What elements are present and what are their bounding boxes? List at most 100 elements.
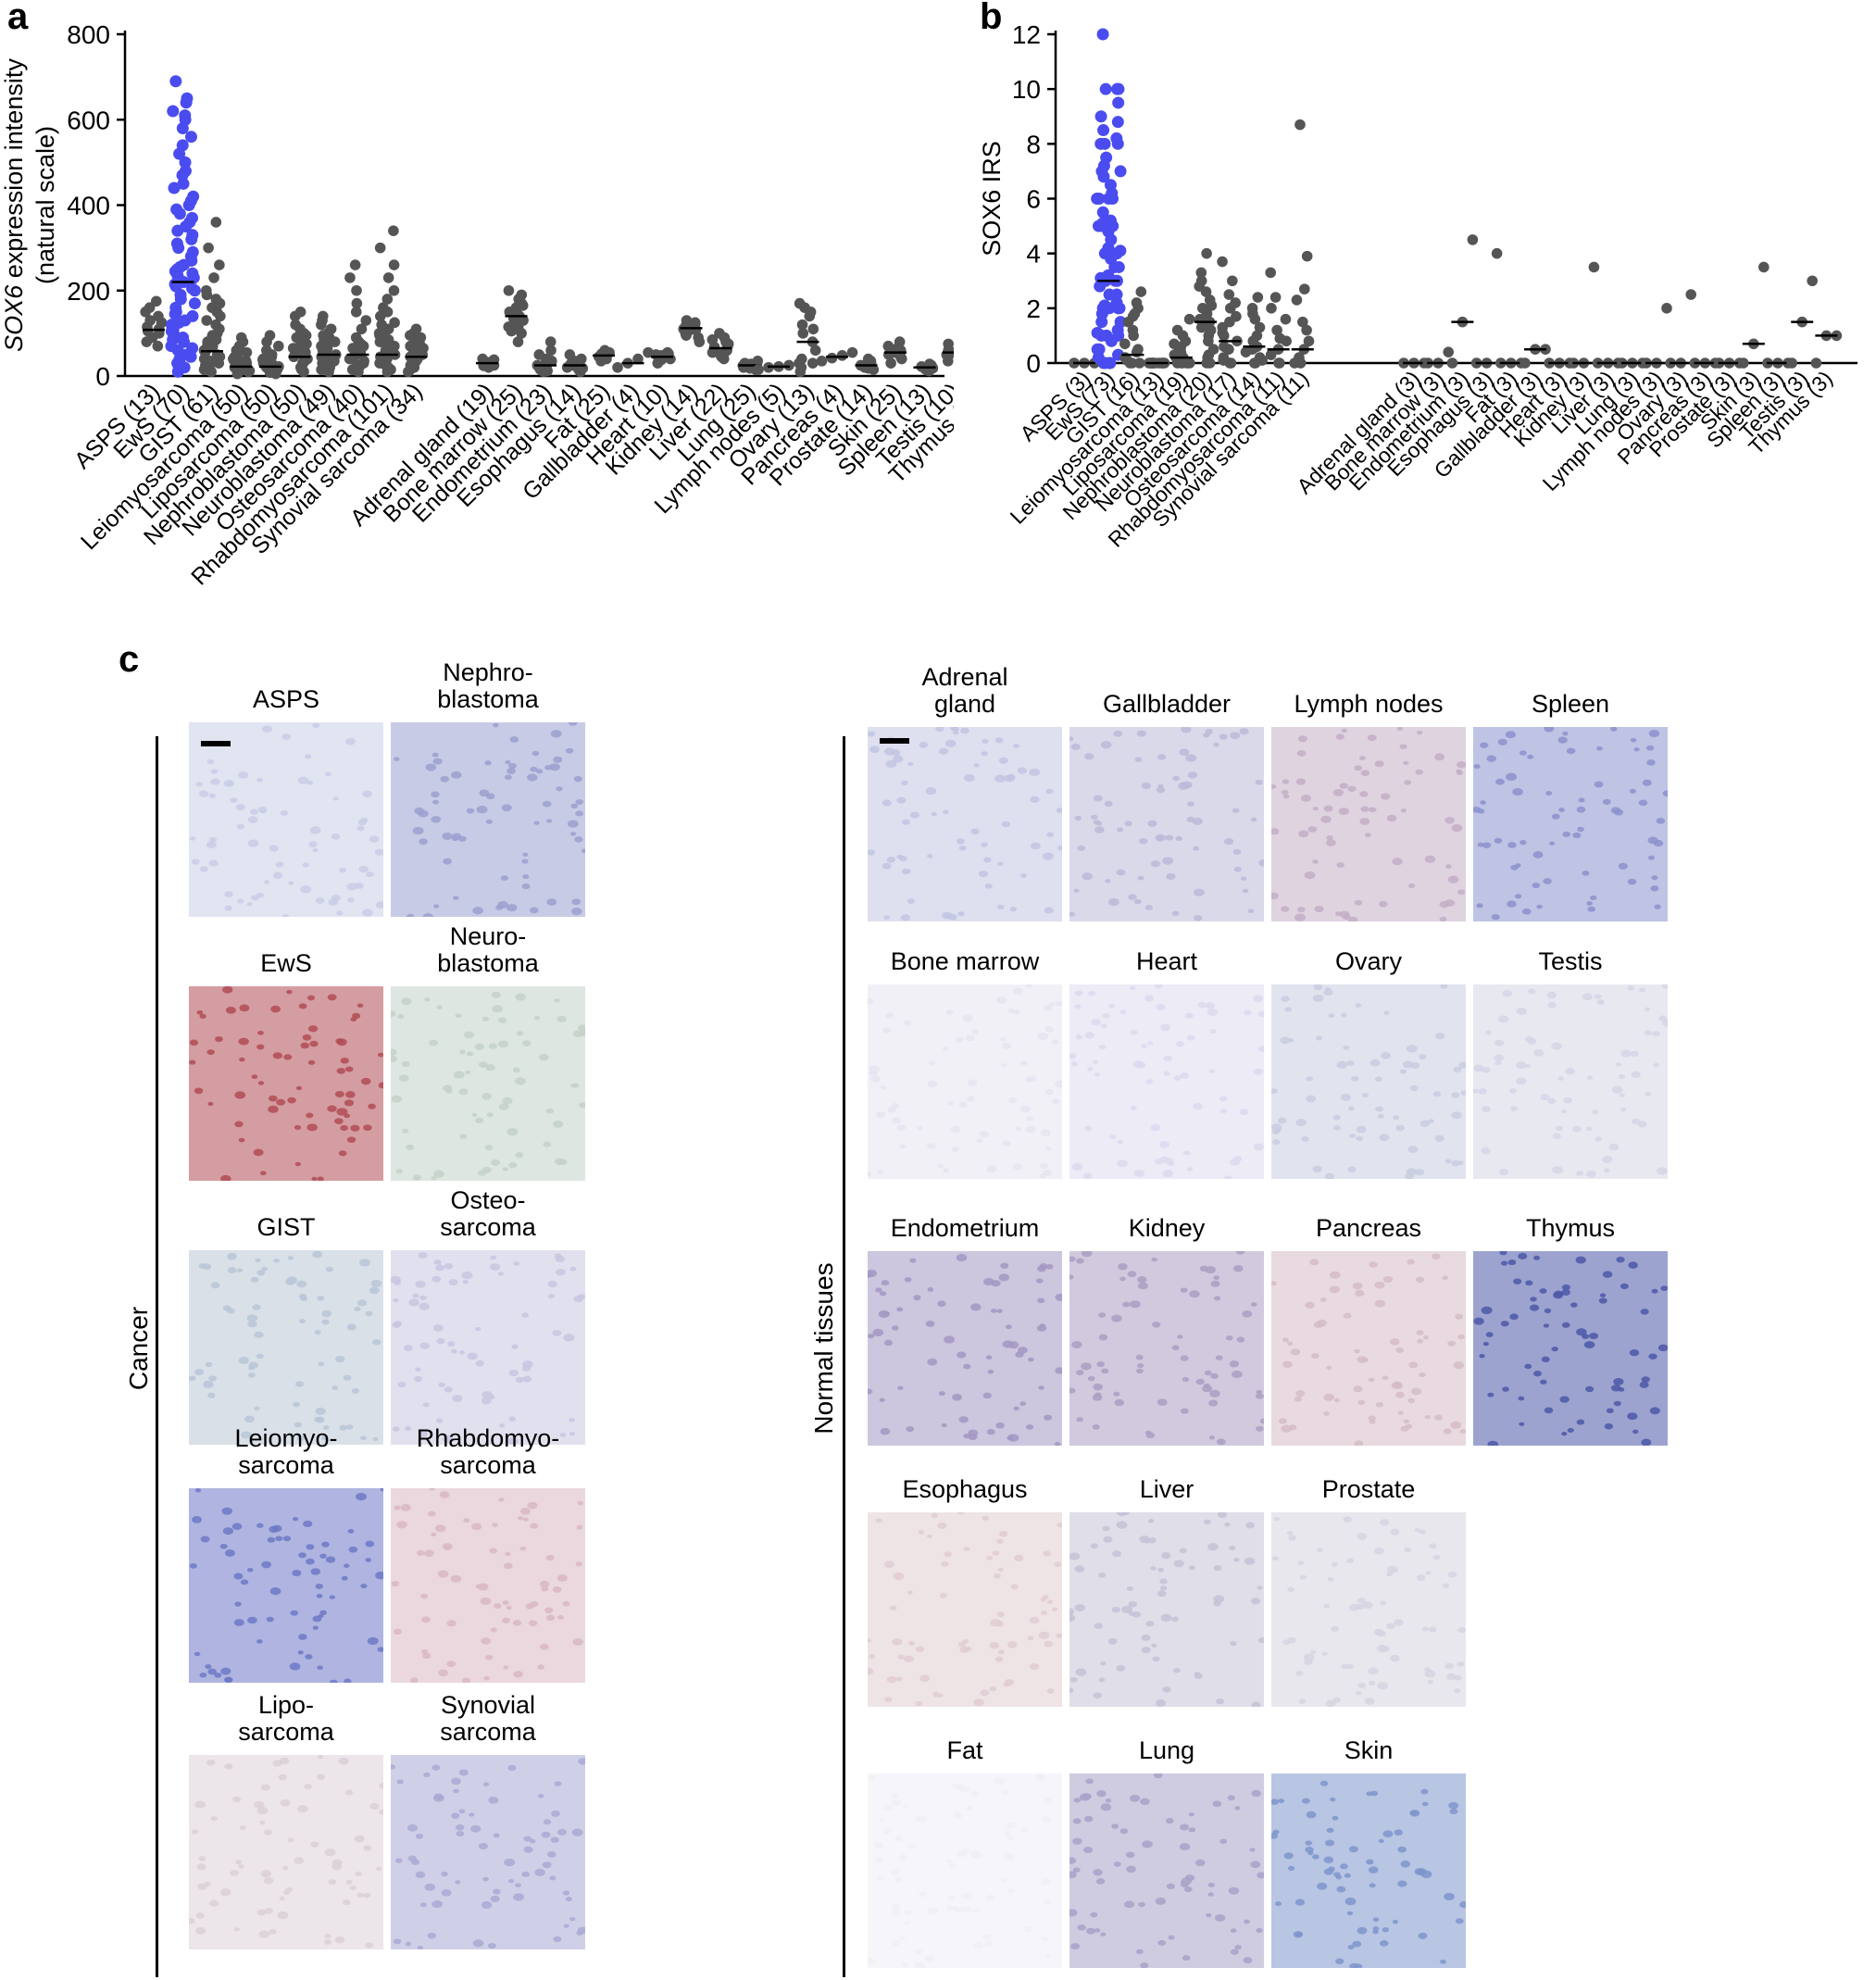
tile-caption: Gallbladder	[1102, 690, 1232, 718]
micrograph-tile-texture	[1069, 1251, 1264, 1446]
tile-caption: Synovial sarcoma	[440, 1691, 536, 1746]
chart0-point	[317, 310, 329, 322]
chart1-ytick-label: 8	[1026, 130, 1041, 158]
chart0-point	[380, 325, 391, 337]
chart1-point	[1096, 206, 1109, 219]
chart0-point	[231, 352, 244, 364]
chart1-point	[1103, 357, 1116, 370]
chart1-point	[1443, 346, 1454, 357]
chart0-point	[206, 330, 219, 341]
chart0-point	[214, 351, 226, 363]
chart0-point	[351, 284, 362, 296]
chart0-point	[180, 220, 193, 233]
chart0-point	[203, 242, 214, 254]
chart0-point	[388, 284, 400, 296]
chart1-y-label: SOX6 IRS	[978, 141, 1006, 257]
chart0-point	[167, 105, 180, 118]
chart0-point	[516, 289, 528, 301]
tile-caption: Bone marrow	[890, 947, 1040, 975]
chart1-point	[1294, 352, 1305, 363]
chart0-point	[355, 338, 367, 350]
chart0-point	[681, 330, 692, 341]
chart1-point	[1227, 275, 1238, 287]
tile-caption: Lipo- sarcoma	[238, 1691, 334, 1746]
tile-caption: Thymus	[1525, 1214, 1616, 1242]
chart1-point	[1738, 357, 1749, 369]
chart1-point	[1105, 334, 1118, 347]
chart1-point	[1257, 355, 1268, 366]
chart0-point	[797, 328, 809, 339]
chart0-point	[351, 297, 363, 309]
chart1-point	[1218, 355, 1230, 366]
normal-bracket	[843, 736, 845, 1977]
micrograph-tile	[189, 1250, 383, 1445]
chart-a-svg: 0 200 400 600 800 SOX6 expression intensity (n…	[0, 20, 954, 591]
chart1-point	[1491, 247, 1503, 259]
chart0-point	[266, 351, 278, 363]
chart0-point	[885, 357, 896, 369]
chart0-point	[943, 338, 954, 350]
chart0-ytick-label: 400	[67, 192, 110, 220]
chart0-point	[294, 307, 306, 318]
micrograph-tile-texture	[391, 1488, 585, 1683]
micrograph-tile-texture	[868, 1773, 1062, 1968]
chart0-point	[188, 297, 201, 310]
chart0-point	[169, 75, 182, 88]
chart0-point	[201, 289, 213, 301]
chart1-point	[1110, 132, 1123, 144]
micrograph-tile	[1271, 984, 1466, 1179]
chart0-point	[144, 315, 156, 326]
chart1-point	[1121, 355, 1133, 366]
chart0-point	[144, 302, 156, 314]
micrograph-tile-texture	[1069, 727, 1264, 921]
chart0-point	[714, 328, 725, 339]
chart0-point	[375, 351, 386, 363]
chart0-point	[256, 354, 269, 366]
chart0-point	[407, 346, 419, 358]
micrograph-tile	[391, 722, 585, 917]
chart0-point	[152, 340, 164, 352]
chart0-point	[186, 282, 199, 294]
chart1-point	[1224, 316, 1235, 328]
chart1-point	[1291, 294, 1303, 306]
chart0-point	[214, 323, 225, 335]
chart0-point	[388, 225, 399, 236]
micrograph-tile-texture	[189, 722, 383, 917]
chart0-point	[211, 307, 223, 318]
micrograph-tile	[189, 1755, 383, 1949]
chart0-point	[846, 346, 858, 358]
chart0-point	[681, 320, 692, 332]
chart1-point	[1446, 357, 1458, 369]
chart0-point	[816, 356, 828, 367]
chart1-point	[1171, 324, 1183, 336]
chart1-ytick-label: 6	[1026, 185, 1041, 214]
micrograph-tile-texture	[1069, 1512, 1264, 1707]
chart0-point	[173, 260, 186, 273]
chart1-point	[1112, 96, 1125, 109]
chart1-point	[1230, 297, 1241, 308]
chart0-point	[202, 338, 214, 350]
chart0-point	[170, 237, 183, 250]
chart1-point	[1114, 244, 1127, 257]
chart1-ytick-label: 0	[1026, 349, 1041, 378]
chart0-point	[329, 356, 340, 367]
chart1-point	[1271, 324, 1282, 336]
micrograph-tile-texture	[189, 1250, 383, 1445]
micrograph-tile-texture	[189, 986, 383, 1181]
chart0-point	[208, 272, 219, 283]
chart0-point	[186, 229, 199, 242]
chart1-point	[1110, 296, 1123, 309]
micrograph-tile-texture	[868, 1251, 1062, 1446]
tile-caption: Testis	[1538, 947, 1603, 975]
chart0-point	[214, 297, 226, 309]
micrograph-tile-texture	[868, 984, 1062, 1179]
chart0-point	[544, 336, 557, 347]
micrograph-tile	[1069, 1251, 1264, 1446]
chart1-point	[1807, 275, 1818, 287]
tile-caption: Fat	[946, 1736, 983, 1764]
chart0-point	[165, 325, 178, 338]
chart0-point	[186, 267, 199, 280]
chart0-point	[360, 315, 372, 326]
chart0-point	[381, 307, 394, 318]
